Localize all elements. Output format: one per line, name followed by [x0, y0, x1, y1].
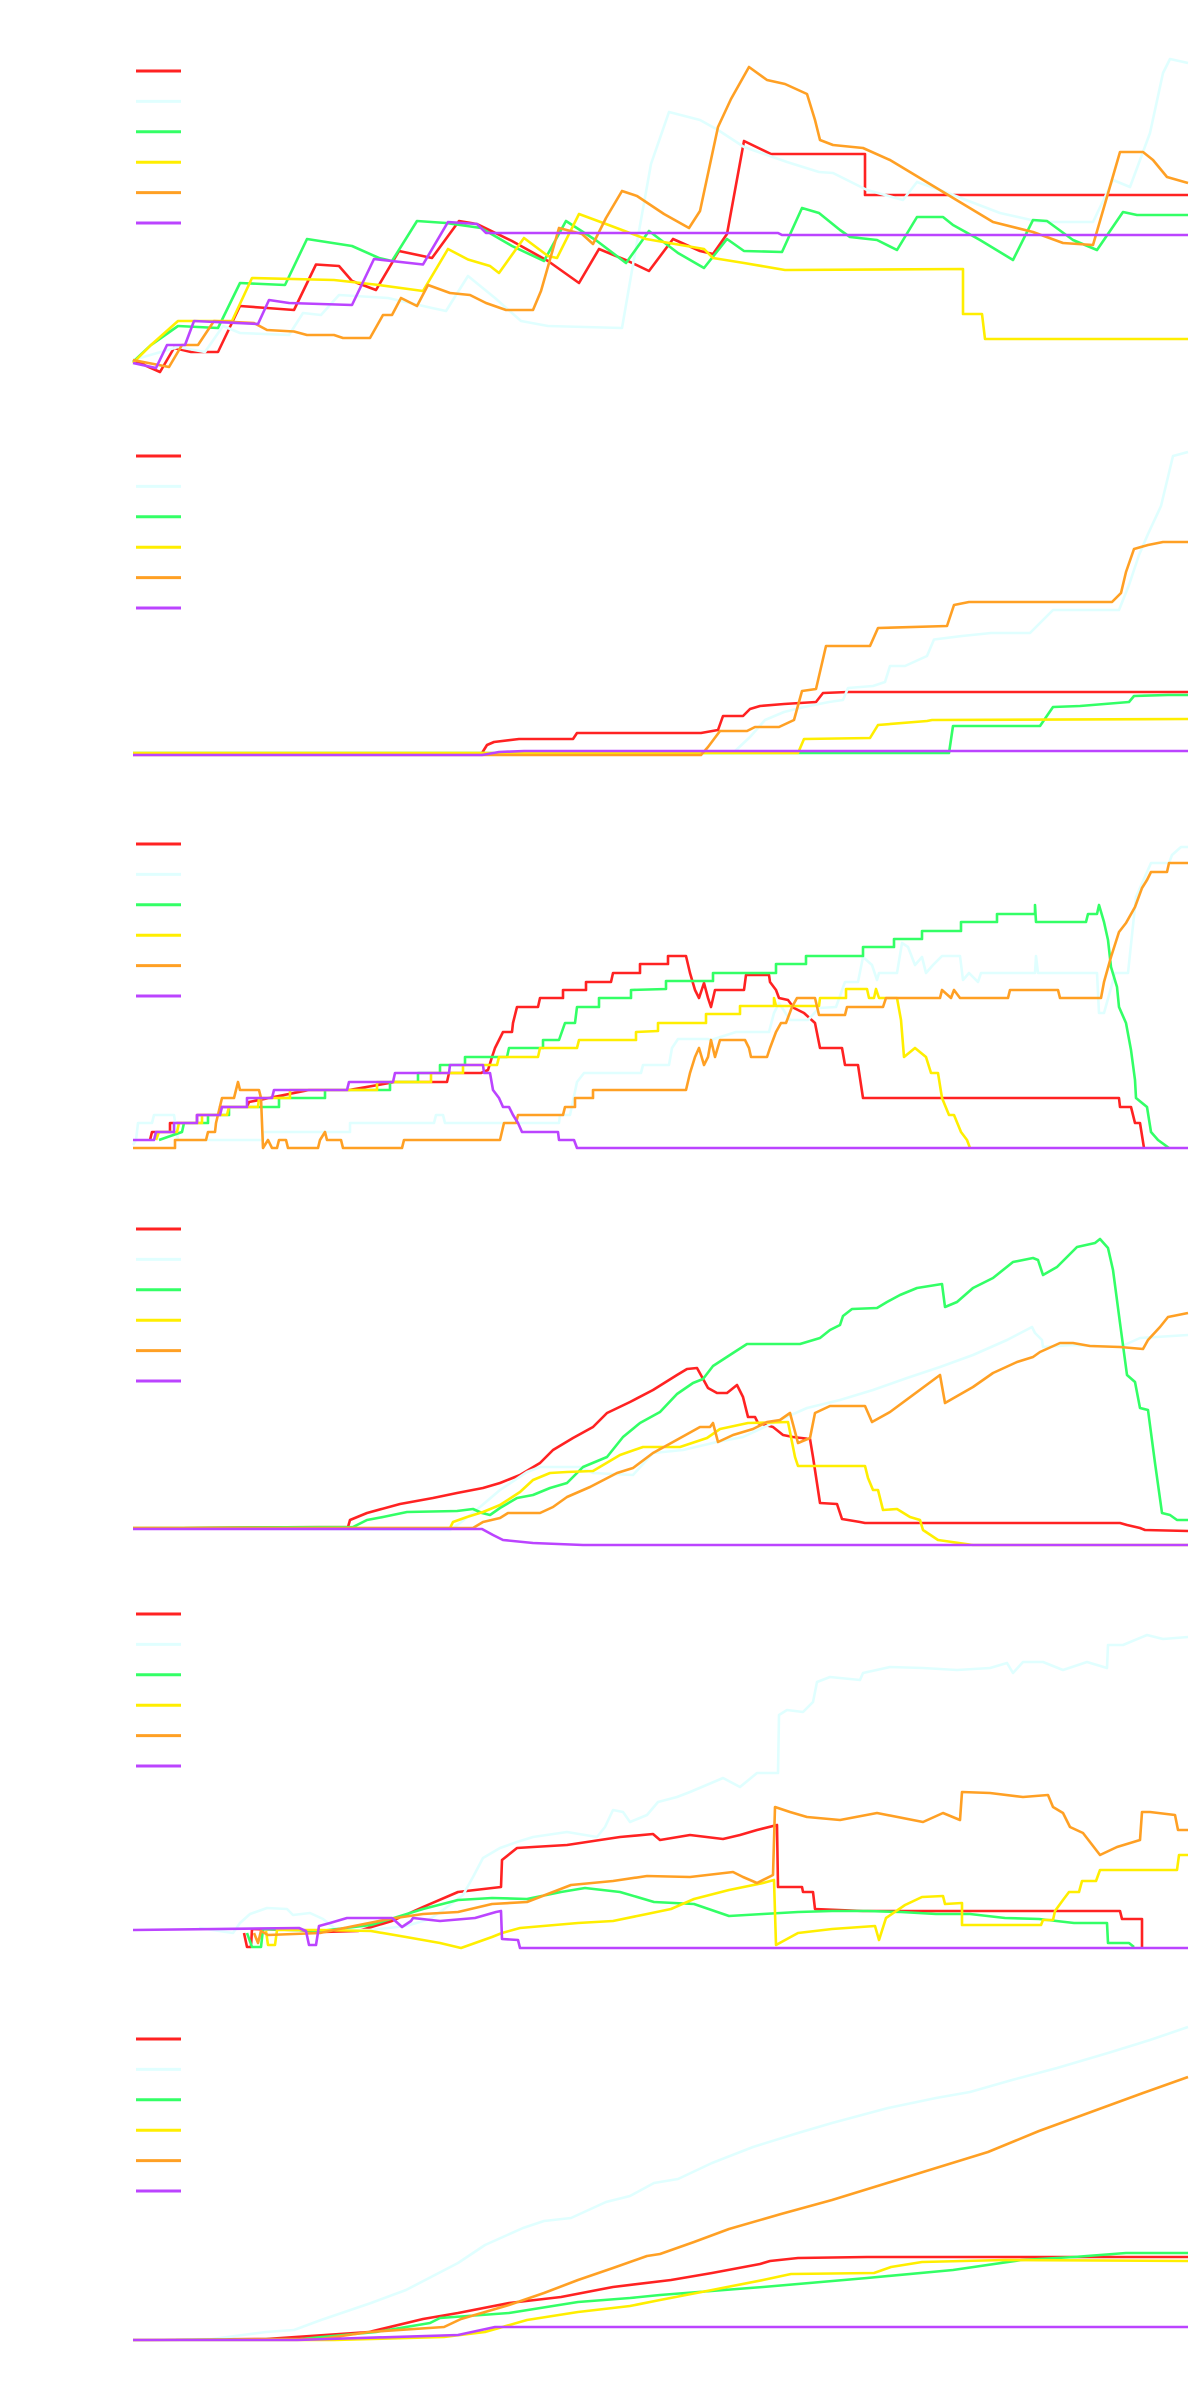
- series-line-orange: [132, 65, 1189, 369]
- series-line-cyan: [132, 57, 1189, 362]
- series-line-purple: [133, 749, 1188, 757]
- legend: [136, 2037, 181, 2193]
- series-line-green: [132, 1237, 1188, 1530]
- legend: [136, 69, 181, 225]
- series-line-purple: [132, 1909, 1188, 1950]
- series-line-green: [133, 693, 1188, 755]
- series-line-purple: [133, 1527, 1188, 1547]
- chart-panel-2: [133, 450, 1189, 757]
- series-line-red: [132, 2255, 1188, 2342]
- series-line-yellow: [154, 987, 972, 1149]
- series-line-red: [148, 954, 1146, 1149]
- series-line-orange: [132, 2075, 1189, 2342]
- series-line-yellow: [133, 717, 1189, 755]
- series-line-yellow: [264, 1853, 1188, 1950]
- series-line-cyan: [198, 1633, 1189, 1935]
- series-line-orange: [133, 861, 1188, 1150]
- chart-panel-3: [131, 842, 1188, 1150]
- series-line-purple: [132, 220, 1188, 370]
- legend: [136, 1612, 181, 1768]
- series-line-orange: [133, 1311, 1189, 1530]
- chart-panel-6: [132, 2025, 1189, 2342]
- series-line-red: [132, 139, 1188, 374]
- series-line-purple: [133, 2325, 1188, 2342]
- series-line-yellow: [133, 1420, 1188, 1547]
- series-line-green: [132, 2251, 1188, 2342]
- series-line-green: [158, 903, 1170, 1150]
- series-line-orange: [252, 1790, 1188, 1945]
- series-line-purple: [133, 1063, 1188, 1150]
- chart-panel-1: [132, 57, 1189, 374]
- series-line-cyan: [132, 2025, 1189, 2342]
- chart-panel-5: [132, 1612, 1189, 1950]
- series-line-orange: [133, 540, 1188, 757]
- legend: [136, 454, 181, 610]
- series-line-yellow: [132, 212, 1188, 364]
- series-line-cyan: [131, 845, 1188, 1146]
- legend: [136, 842, 181, 998]
- series-line-red: [132, 1366, 1189, 1533]
- legend: [136, 1227, 181, 1383]
- series-line-green: [132, 206, 1188, 363]
- chart-panel-4: [132, 1227, 1189, 1547]
- series-line-red: [133, 690, 1188, 755]
- series-line-cyan: [133, 450, 1189, 755]
